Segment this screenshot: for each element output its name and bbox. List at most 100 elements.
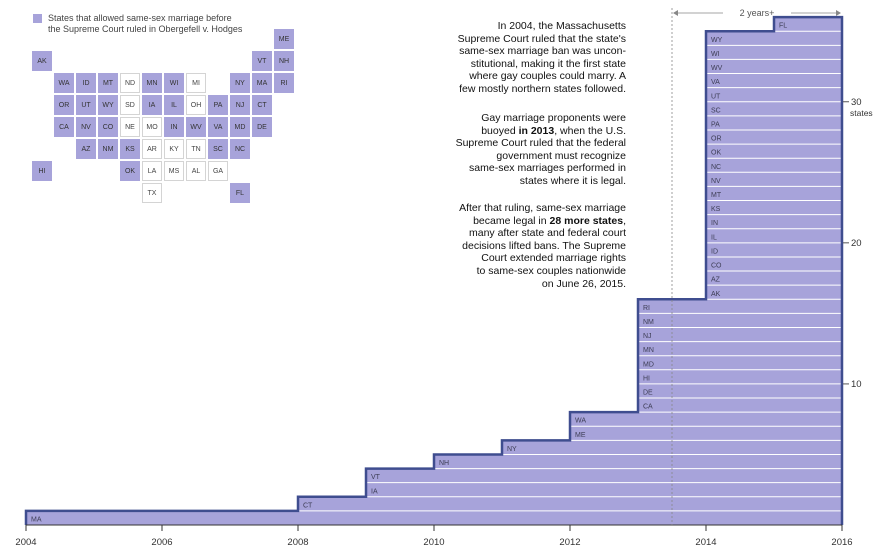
map-tile-nc: NC — [230, 139, 250, 159]
map-tile-ak: AK — [32, 51, 52, 71]
map-tile-nd: ND — [120, 73, 140, 93]
map-tile-wi: WI — [164, 73, 184, 93]
map-tile-ne: NE — [120, 117, 140, 137]
band-label-nv: NV — [711, 178, 721, 185]
band-label-ak: AK — [711, 291, 721, 298]
band-label-or: OR — [711, 136, 722, 143]
map-tile-fl: FL — [230, 183, 250, 203]
y-tick-label-20: 20 — [851, 238, 862, 249]
band-co — [706, 256, 842, 272]
map-tile-ca: CA — [54, 117, 74, 137]
band-label-ut: UT — [711, 93, 721, 100]
band-nh — [434, 454, 842, 469]
band-ok — [706, 144, 842, 159]
band-label-ks: KS — [711, 206, 721, 213]
legend-swatch — [33, 14, 42, 23]
x-tick-label-2014: 2014 — [695, 537, 716, 548]
map-tile-va: VA — [208, 117, 228, 137]
step-outline — [24, 15, 844, 525]
map-tile-wv: WV — [186, 117, 206, 137]
annot3-line: Court extended marriage rights — [481, 252, 626, 265]
annot3-line: decisions lifted bans. The Supreme — [462, 239, 626, 252]
annotation-2013: Gay marriage proponents were buoyed in 2… — [430, 112, 626, 188]
map-tile-ga: GA — [208, 161, 228, 181]
bracket-right-arrow — [836, 10, 841, 16]
map-tile-il: IL — [164, 95, 184, 115]
band-label-ia: IA — [371, 488, 378, 495]
band-ri — [638, 299, 842, 314]
band-label-il: IL — [711, 234, 717, 241]
annot2-line: Supreme Court ruled that the federal — [455, 137, 626, 150]
annot1-line: where gay couples could marry. A — [469, 70, 626, 83]
map-tile-nh: NH — [274, 51, 294, 71]
map-tile-sd: SD — [120, 95, 140, 115]
annot1-line: Supreme Court ruled that the state's — [457, 32, 626, 45]
annot3-line: to same-sex couples nationwide — [476, 264, 626, 277]
band-il — [706, 228, 842, 243]
band-label-me: ME — [575, 432, 586, 439]
annot2-bold: in 2013 — [518, 124, 555, 137]
band-label-mt: MT — [711, 192, 722, 199]
band-label-pa: PA — [711, 121, 720, 128]
map-tile-or: OR — [54, 95, 74, 115]
annot2-text-a: buoyed — [481, 124, 519, 137]
band-label-ca: CA — [643, 404, 653, 411]
band-label-sc: SC — [711, 107, 721, 114]
annotation-2004: In 2004, the Massachusetts Supreme Court … — [430, 20, 626, 96]
band-ks — [706, 200, 842, 215]
map-tile-oh: OH — [186, 95, 206, 115]
map-tile-sc: SC — [208, 139, 228, 159]
band-label-nj: NJ — [643, 333, 652, 340]
map-tile-ct: CT — [252, 95, 272, 115]
band-az — [706, 271, 842, 286]
band-mn — [638, 341, 842, 356]
map-tile-ks: KS — [120, 139, 140, 159]
map-tile-mo: MO — [142, 117, 162, 137]
band-label-md: MD — [643, 361, 654, 368]
band-nv — [706, 172, 842, 187]
annot3-text-b: , — [623, 214, 626, 227]
annot3-line: After that ruling, same-sex marriage — [459, 202, 626, 214]
band-label-va: VA — [711, 79, 720, 86]
map-tile-ok: OK — [120, 161, 140, 181]
map-tile-tn: TN — [186, 139, 206, 159]
map-tile-hi: HI — [32, 161, 52, 181]
band-ny — [502, 440, 842, 455]
annot1-line: stitutional, making it the first state — [470, 57, 626, 70]
map-tile-la: LA — [142, 161, 162, 181]
band-ia — [366, 482, 842, 497]
bracket-left-arrow — [673, 10, 678, 16]
band-label-de: DE — [643, 390, 653, 397]
map-tile-ut: UT — [76, 95, 96, 115]
band-nj — [638, 327, 842, 342]
bracket-label: 2 years+ — [740, 8, 775, 18]
y-unit-label: states — [850, 108, 873, 118]
band-fl — [774, 17, 842, 32]
band-ca — [638, 398, 842, 413]
annot2-line: same-sex marriages performed in — [469, 162, 626, 175]
band-vt — [366, 468, 842, 483]
map-tile-az: AZ — [76, 139, 96, 159]
band-md — [638, 355, 842, 370]
band-nm — [638, 313, 842, 328]
band-va — [706, 73, 842, 88]
map-tile-ky: KY — [164, 139, 184, 159]
map-tile-nv: NV — [76, 117, 96, 137]
map-tile-in: IN — [164, 117, 184, 137]
annot3-text-a: became legal in — [473, 214, 550, 227]
band-label-id: ID — [711, 248, 718, 255]
map-tile-ny: NY — [230, 73, 250, 93]
map-tile-pa: PA — [208, 95, 228, 115]
band-mt — [706, 186, 842, 201]
band-in — [706, 214, 842, 229]
map-tile-mi: MI — [186, 73, 206, 93]
band-label-nc: NC — [711, 164, 721, 171]
band-me — [570, 426, 842, 441]
band-label-wa: WA — [575, 418, 586, 425]
x-tick-label-2010: 2010 — [423, 537, 444, 548]
map-tile-ia: IA — [142, 95, 162, 115]
band-label-az: AZ — [711, 277, 721, 284]
band-label-hi: HI — [643, 375, 650, 382]
map-tile-wa: WA — [54, 73, 74, 93]
